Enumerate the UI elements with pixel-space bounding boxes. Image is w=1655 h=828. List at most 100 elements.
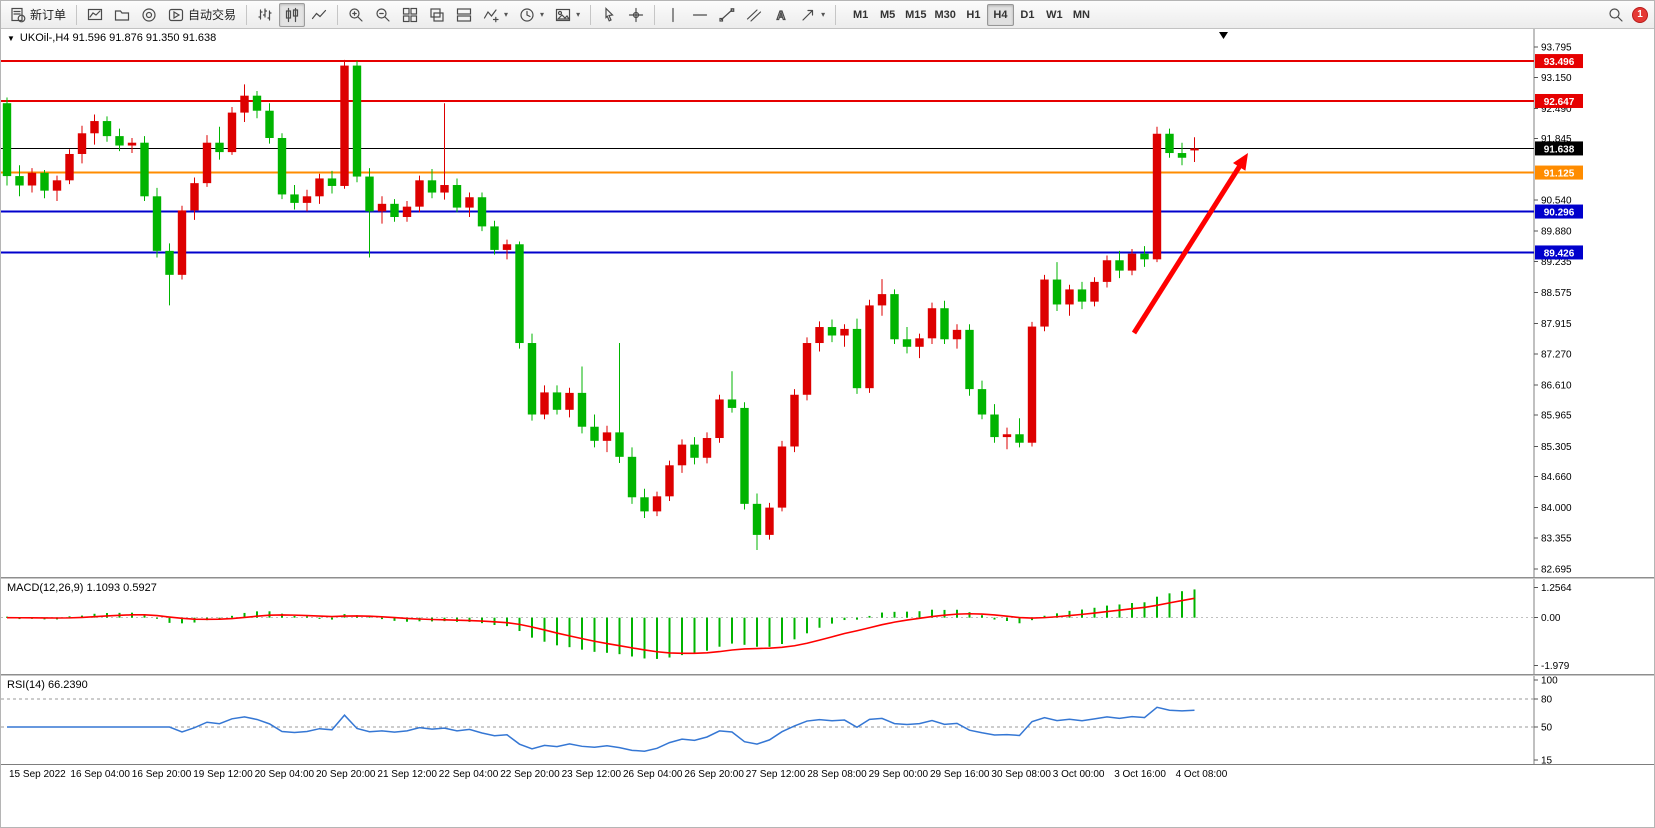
candle-body	[340, 65, 349, 186]
macd-axis-tick: 1.2564	[1541, 583, 1572, 594]
candle-body	[640, 497, 649, 512]
rsi-axis-tick: 15	[1541, 756, 1553, 765]
text-tool-button[interactable]: A	[768, 3, 794, 27]
price-tick: 93.795	[1541, 43, 1572, 54]
arrows-tool-button[interactable]: ▾	[795, 3, 830, 27]
candle-body	[127, 142, 137, 146]
community-button[interactable]	[136, 3, 162, 27]
autotrade-icon	[168, 8, 184, 21]
candle-body	[1027, 326, 1037, 443]
price-tick: 84.000	[1541, 503, 1572, 514]
profiles-icon	[114, 9, 130, 21]
timeframe-m5-button[interactable]: M5	[879, 8, 896, 21]
panel-divider[interactable]	[1, 577, 1654, 579]
candle-body	[1152, 133, 1162, 260]
price-chart[interactable]: 93.795 93.150 92.490 91.845 90.540 89.880 89.2…	[1, 29, 1655, 577]
candle-body	[940, 308, 949, 340]
vertical-line-tool-button[interactable]	[660, 3, 686, 27]
candle-body	[727, 399, 737, 408]
new-order-icon	[11, 7, 26, 22]
price-level-label	[1535, 204, 1583, 219]
timeframe-w1-button[interactable]: W1	[1046, 8, 1063, 21]
autotrade-button[interactable]: 自动交易	[163, 3, 241, 27]
bars-chart-button[interactable]	[252, 3, 278, 27]
candle-body	[302, 196, 312, 203]
timeframe-mn-button[interactable]: MN	[1072, 8, 1090, 21]
rsi-label: RSI(14) 66.2390	[7, 679, 88, 691]
profiles-button[interactable]	[109, 3, 135, 27]
templates-button[interactable]: ▾	[550, 3, 585, 27]
price-level-label	[1535, 93, 1583, 108]
price-tick: 87.915	[1541, 319, 1572, 330]
candle-body	[65, 153, 74, 181]
symbol-dropdown-icon[interactable]: ▼	[7, 33, 15, 43]
price-tick: 93.150	[1541, 73, 1572, 84]
horizontal-line-icon	[692, 13, 708, 16]
rsi-chart[interactable]: 100 80 50 15	[1, 676, 1655, 764]
search-button[interactable]	[1603, 3, 1629, 27]
time-axis-label: 26 Sep 20:00	[684, 769, 744, 780]
timeframe-h4-button[interactable]: H4	[986, 3, 1014, 26]
new-order-button[interactable]: 新订单	[5, 3, 71, 27]
time-axis-label: 27 Sep 12:00	[745, 769, 806, 780]
price-level-label	[1535, 141, 1583, 156]
candle-body	[915, 338, 924, 347]
trend-arrow[interactable]	[1131, 158, 1246, 335]
time-axis-label: 3 Oct 16:00	[1114, 769, 1166, 780]
candle-body	[277, 137, 287, 195]
candle-body	[365, 176, 374, 212]
periods-button[interactable]: ▾	[514, 3, 549, 27]
chart-shift-marker[interactable]	[1219, 32, 1228, 39]
notification-badge[interactable]: 1	[1632, 6, 1648, 23]
separator	[654, 4, 656, 25]
tile-windows-button[interactable]	[397, 3, 423, 27]
arrange-windows-icon	[456, 7, 472, 22]
candle-body	[752, 503, 762, 535]
candle-body	[240, 95, 249, 113]
line-chart-button[interactable]	[306, 3, 332, 27]
panel-divider[interactable]	[1, 674, 1654, 676]
horizontal-line-tool-button[interactable]	[687, 3, 713, 27]
zoom-out-button[interactable]	[370, 3, 396, 27]
rsi-line	[7, 706, 1195, 752]
candle-body	[590, 426, 599, 441]
main-chart-panel[interactable]: ▼ UKOil-,H4 91.596 91.876 91.350 91.638 …	[1, 29, 1655, 577]
timeframe-h1-button[interactable]: H1	[966, 8, 981, 21]
candlestick-chart-button[interactable]	[279, 2, 306, 27]
candle-body	[615, 432, 624, 457]
candle-body	[890, 294, 899, 340]
timeframe-m15-button[interactable]: M15	[905, 8, 927, 21]
cascade-windows-button[interactable]	[424, 3, 450, 27]
candle-body	[377, 203, 387, 212]
time-axis[interactable]: 15 Sep 2022 16 Sep 04:00 16 Sep 20:00 19 Se…	[1, 764, 1654, 786]
price-tick: 91.845	[1541, 134, 1572, 145]
time-axis-label: 22 Sep 20:00	[500, 769, 560, 780]
arrange-windows-button[interactable]	[451, 3, 477, 27]
macd-chart[interactable]: 1.2564 0.00 -1.979	[1, 579, 1655, 674]
timeframe-m30-button[interactable]: M30	[934, 8, 956, 21]
candle-body	[140, 142, 149, 197]
rsi-panel[interactable]: RSI(14) 66.2390 100 80 50 15	[1, 676, 1655, 764]
cursor-tool-button[interactable]	[596, 3, 622, 27]
candle-body	[627, 456, 637, 498]
price-tick: 92.490	[1541, 104, 1572, 115]
candle-body	[877, 294, 887, 306]
candle-body	[1040, 279, 1049, 327]
candle-body	[477, 197, 487, 227]
candle-body	[2, 103, 12, 177]
timeframe-d1-button[interactable]: D1	[1020, 8, 1035, 21]
timeframe-m1-button[interactable]: M1	[852, 8, 869, 21]
new-chart-button[interactable]	[82, 3, 108, 27]
candle-body	[665, 465, 674, 497]
crosshair-tool-button[interactable]	[623, 3, 649, 27]
rsi-axis-tick: 80	[1541, 694, 1553, 705]
trendline-tool-button[interactable]	[714, 3, 740, 27]
zoom-in-button[interactable]	[343, 3, 369, 27]
channel-tool-button[interactable]	[741, 3, 767, 27]
svg-text:A: A	[777, 8, 786, 22]
macd-panel[interactable]: MACD(12,26,9) 1.1093 0.5927 1.2564 0.00 -1…	[1, 579, 1655, 674]
candle-body	[690, 444, 699, 458]
chevron-down-icon: ▾	[540, 10, 545, 19]
indicators-button[interactable]: ▾	[478, 3, 513, 27]
